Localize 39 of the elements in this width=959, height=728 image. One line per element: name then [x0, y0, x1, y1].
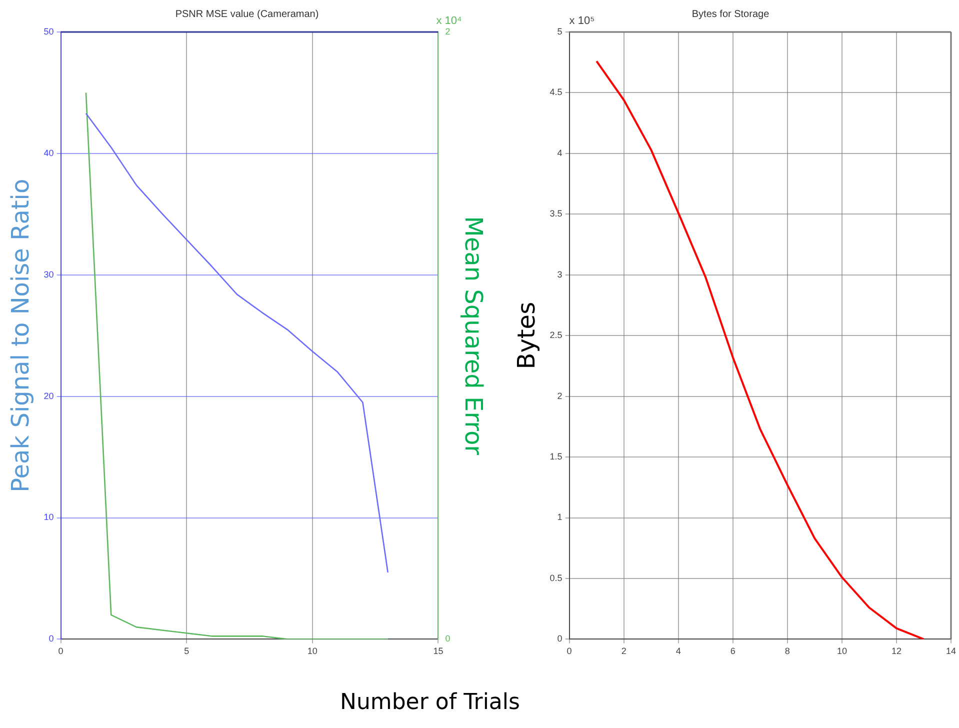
y-tick-label: 30: [44, 269, 54, 280]
y-tick-label: 40: [44, 148, 54, 158]
y-axis-title: Peak Signal to Noise Ratio: [6, 178, 35, 492]
y-tick-label: 1.5: [550, 452, 562, 462]
y-tick-label: 10: [44, 512, 54, 522]
y-tick-label: 4: [557, 148, 562, 158]
y-tick-label: 0.5: [550, 572, 562, 583]
y-tick-label: 2.5: [550, 330, 562, 340]
x-tick-label: 14: [946, 646, 956, 656]
x-tick-label: 10: [307, 646, 318, 656]
y-tick-label: 3.5: [550, 208, 562, 219]
y-tick-label: 2: [557, 390, 562, 401]
x-tick-label: 8: [784, 646, 790, 656]
y-tick-label: 0: [557, 634, 562, 644]
x-tick-label: 10: [836, 646, 847, 656]
y-tick-label: 0: [48, 634, 54, 644]
y-tick-label: 20: [44, 390, 54, 401]
y-axis-title: Bytes: [512, 302, 541, 370]
x-tick-label: 0: [58, 646, 64, 656]
chart-title: Bytes for Storage: [692, 8, 770, 20]
x-tick-label: 6: [730, 646, 736, 656]
y-tick-label: 4.5: [550, 87, 562, 98]
y-tick-label: 3: [557, 269, 562, 280]
y2-axis-title: Mean Squared Error: [459, 216, 488, 456]
text: x 10⁴: [436, 15, 462, 27]
x-tick-label: 0: [566, 646, 572, 656]
x-tick-label: 4: [676, 646, 681, 656]
y-tick-label: 50: [44, 26, 54, 36]
x-tick-label: 2: [621, 646, 626, 656]
y2-tick-label: 0: [445, 634, 450, 644]
y2-tick-label: 2: [445, 26, 450, 36]
text: x 10⁵: [569, 15, 595, 27]
x-tick-label: 12: [891, 646, 902, 656]
x-tick-label: 15: [433, 646, 444, 656]
y-tick-label: 1: [557, 512, 562, 522]
x-tick-label: 5: [184, 646, 190, 656]
x-axis-title: Number of Trials: [339, 690, 521, 715]
chart-title: PSNR MSE value (Cameraman): [175, 8, 319, 20]
y-tick-label: 5: [557, 26, 562, 36]
